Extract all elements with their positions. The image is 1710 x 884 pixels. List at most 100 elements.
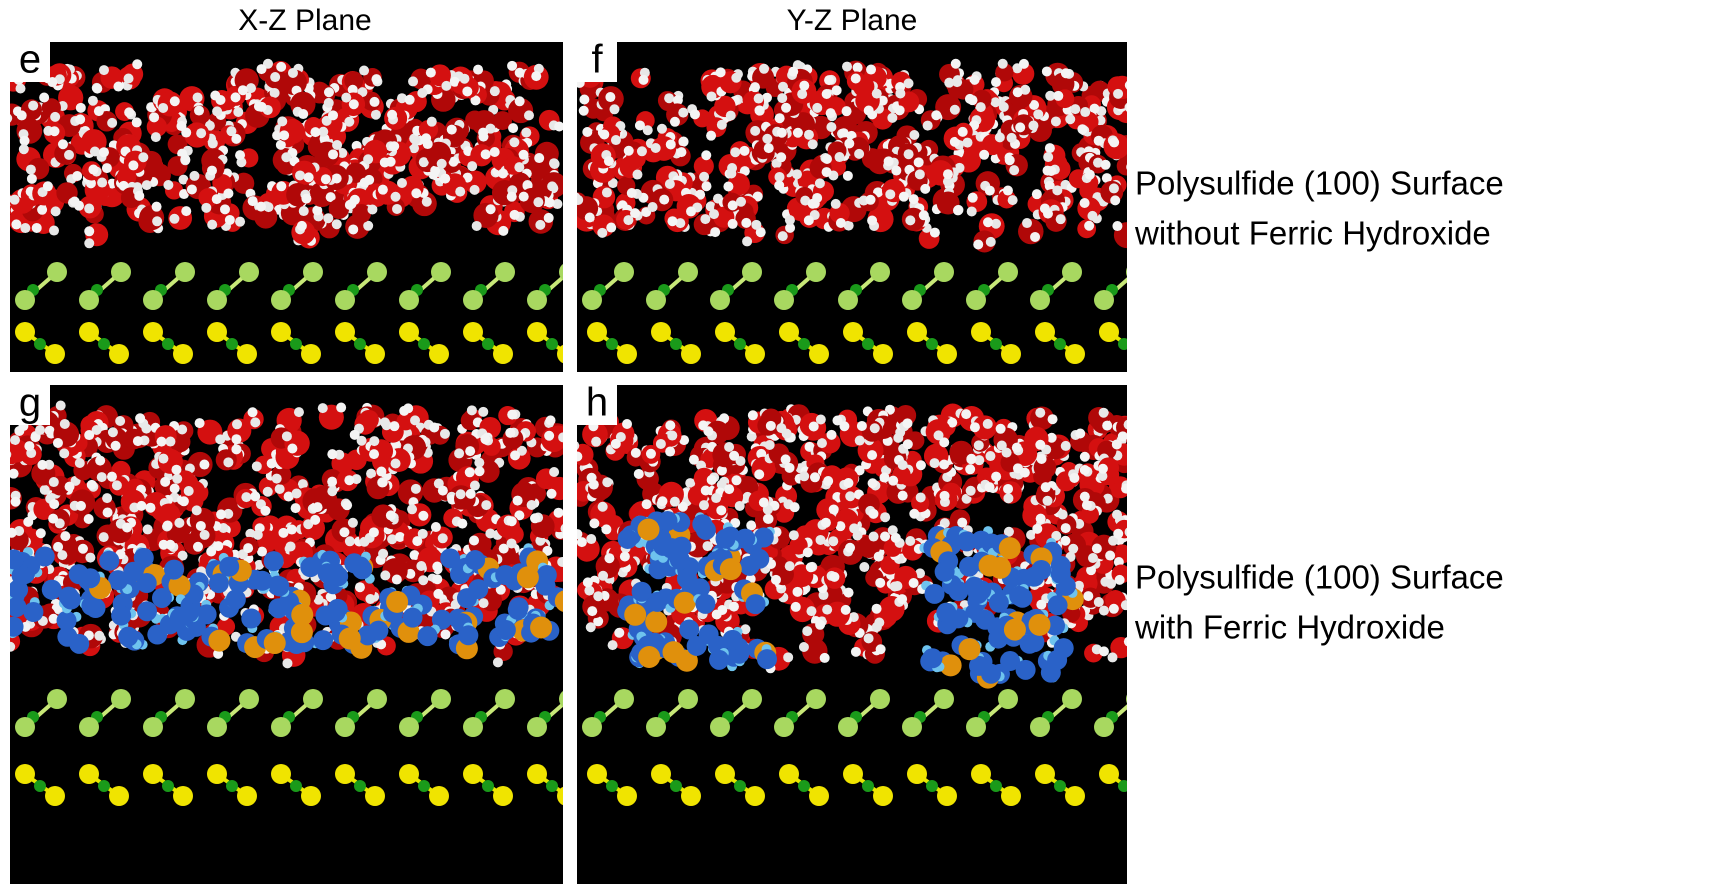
hydrogen-atom — [885, 189, 895, 199]
hydrogen-atom — [707, 475, 717, 485]
hydroxide-oxygen — [209, 573, 229, 593]
sulfur-atom — [367, 689, 387, 709]
hydrogen-atom — [790, 502, 800, 512]
hydrogen-atom — [78, 544, 88, 554]
hydrogen-atom — [799, 471, 809, 481]
hydrogen-atom — [447, 125, 457, 135]
hydrogen-atom — [459, 74, 469, 84]
hydrogen-atom — [1051, 116, 1061, 126]
hydrogen-atom — [348, 224, 358, 234]
hydrogen-atom — [1121, 484, 1131, 494]
hydrogen-atom — [630, 208, 640, 218]
hydrogen-atom — [56, 401, 66, 411]
hydrogen-atom — [1012, 443, 1022, 453]
hydrogen-atom — [728, 200, 738, 210]
sulfur-atom — [651, 322, 671, 342]
hydrogen-atom — [822, 605, 832, 615]
iron-atom — [530, 616, 552, 638]
hydrogen-atom — [152, 202, 162, 212]
hydrogen-atom — [115, 416, 125, 426]
hydrogen-atom — [634, 469, 644, 479]
hydroxide-oxygen — [264, 551, 284, 571]
hydrogen-atom — [389, 421, 399, 431]
hydrogen-atom — [1008, 195, 1018, 205]
column-header: Y-Z Plane — [787, 4, 918, 37]
hydrogen-atom — [195, 418, 205, 428]
hydrogen-atom — [1082, 500, 1092, 510]
hydrogen-atom — [797, 89, 807, 99]
hydrogen-atom — [879, 473, 889, 483]
sulfur-atom — [109, 344, 129, 364]
hydrogen-atom — [1127, 432, 1137, 442]
hydrogen-atom — [99, 65, 109, 75]
hydrogen-atom — [931, 110, 941, 120]
hydrogen-atom — [859, 562, 869, 572]
hydrogen-atom — [88, 96, 98, 106]
hydrogen-atom — [324, 98, 334, 108]
sulfur-atom — [937, 344, 957, 364]
hydrogen-atom — [898, 491, 908, 501]
hydrogen-atom — [777, 93, 787, 103]
hydrogen-atom — [5, 642, 15, 652]
hydrogen-atom — [395, 532, 405, 542]
hydrogen-atom — [158, 103, 168, 113]
sulfur-bond — [1168, 272, 1200, 300]
hydrogen-atom — [65, 482, 75, 492]
hydrogen-atom — [135, 413, 145, 423]
sulfur-atom — [399, 764, 419, 784]
sulfur-atom — [1099, 322, 1119, 342]
sulfur-atom — [559, 262, 579, 282]
hydrogen-atom — [313, 502, 323, 512]
hydrogen-atom — [739, 146, 749, 156]
hydrogen-atom — [870, 423, 880, 433]
hydrogen-atom — [701, 150, 711, 160]
hydrogen-atom — [72, 171, 82, 181]
hydrogen-atom — [438, 486, 448, 496]
hydrogen-atom — [76, 103, 86, 113]
hydrogen-atom — [547, 181, 557, 191]
hydrogen-atom — [380, 157, 390, 167]
hydrogen-atom — [212, 194, 222, 204]
hydrogen-atom — [544, 431, 554, 441]
hydrogen-atom — [282, 658, 292, 668]
hydrogen-atom — [327, 449, 337, 459]
hydrogen-atom — [519, 192, 529, 202]
hydrogen-atom — [843, 478, 853, 488]
hydrogen-atom — [90, 146, 100, 156]
hydrogen-atom — [868, 509, 878, 519]
hydrogen-atom — [201, 203, 211, 213]
hydrogen-atom — [310, 127, 320, 137]
hydrogen-atom — [999, 102, 1009, 112]
hydrogen-atom — [802, 626, 812, 636]
hydrogen-atom — [1003, 493, 1013, 503]
hydrogen-atom — [286, 541, 296, 551]
hydrogen-atom — [1013, 463, 1023, 473]
hydrogen-atom — [231, 134, 241, 144]
hydrogen-atom — [387, 110, 397, 120]
hydrogen-atom — [17, 110, 27, 120]
hydrogen-atom — [1109, 604, 1119, 614]
hydrogen-atom — [145, 503, 155, 513]
hydrogen-atom — [631, 448, 641, 458]
hydrogen-atom — [1035, 408, 1045, 418]
hydrogen-atom — [771, 575, 781, 585]
hydrogen-atom — [158, 454, 168, 464]
sulfur-atom — [207, 290, 227, 310]
hydrogen-atom — [1019, 59, 1029, 69]
panel-label: g — [19, 381, 41, 425]
hydrogen-atom — [248, 196, 258, 206]
hydrogen-atom — [805, 442, 815, 452]
hydrogen-atom — [665, 179, 675, 189]
iron-atom — [386, 591, 408, 613]
hydroxide-oxygen — [226, 589, 246, 609]
hydrogen-atom — [1121, 600, 1131, 610]
hydrogen-atom — [601, 524, 611, 534]
hydrogen-atom — [510, 210, 520, 220]
hydrogen-atom — [876, 644, 886, 654]
hydrogen-atom — [985, 451, 995, 461]
hydrogen-atom — [1128, 544, 1138, 554]
hydroxide-oxygen — [241, 609, 261, 629]
hydrogen-atom — [1058, 510, 1068, 520]
hydrogen-atom — [597, 228, 607, 238]
sulfur-atom — [335, 717, 355, 737]
